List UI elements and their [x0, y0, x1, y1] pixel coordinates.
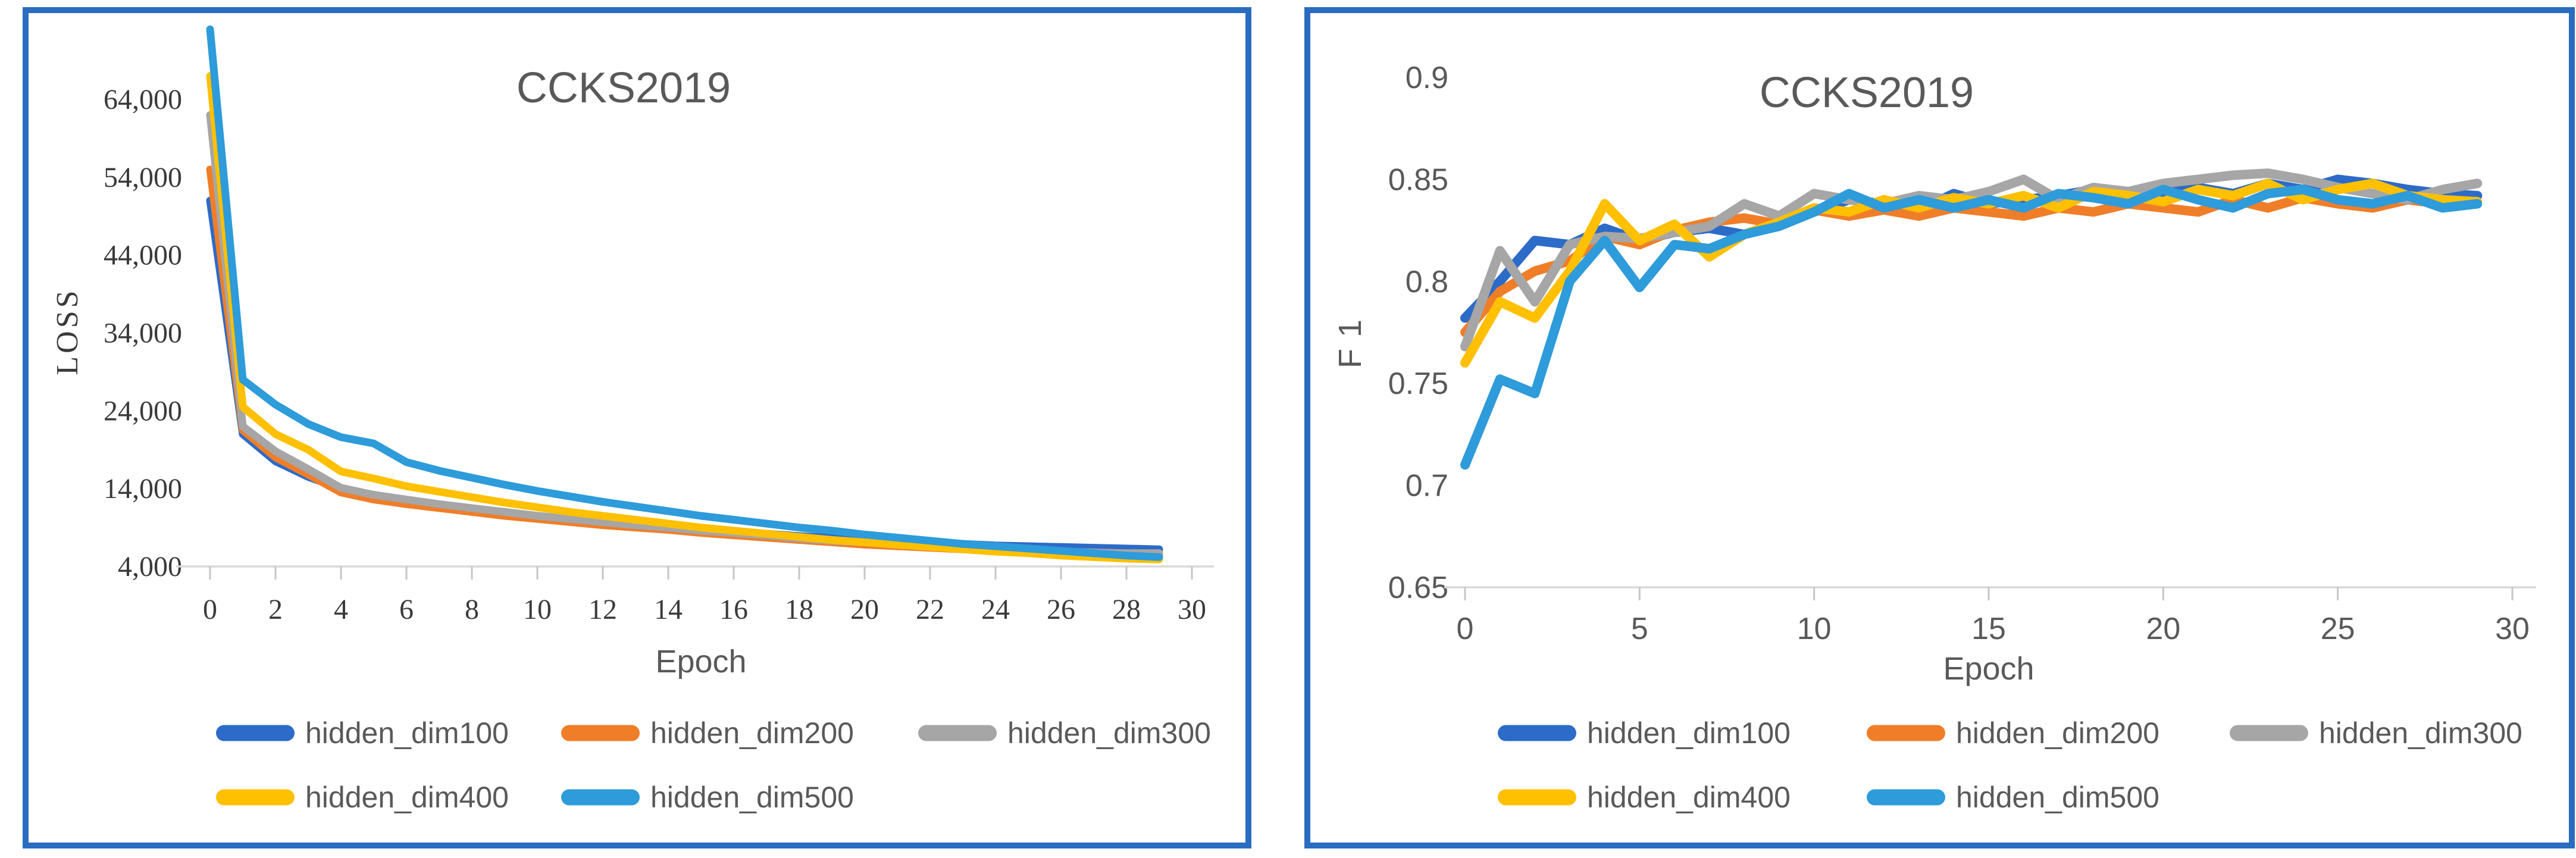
legend-swatch-hidden_dim200	[561, 725, 640, 741]
legend-item: hidden_dim500	[561, 781, 854, 814]
legend-item: hidden_dim400	[1498, 781, 1791, 814]
chart-title: CCKS2019	[1760, 69, 1974, 117]
x-axis-tick-label: 25	[2321, 612, 2355, 646]
legend-item: hidden_dim200	[1867, 716, 2159, 750]
x-axis-tick-label: 30	[1178, 594, 1206, 625]
legend-item: hidden_dim400	[216, 781, 509, 814]
legend-swatch-hidden_dim200	[1867, 725, 1945, 741]
legend-swatch-hidden_dim300	[2230, 725, 2308, 741]
y-axis-tick-label: 0.75	[1388, 367, 1448, 401]
legend-swatch-hidden_dim400	[1498, 789, 1576, 806]
x-axis-tick-label: 6	[399, 594, 414, 625]
legend-item: hidden_dim300	[2230, 716, 2522, 750]
x-axis-tick-label: 0	[1457, 612, 1474, 646]
legend-label: hidden_dim100	[305, 716, 509, 750]
x-axis-tick-label: 14	[654, 594, 683, 625]
legend-item: hidden_dim300	[918, 716, 1211, 750]
legend-label: hidden_dim100	[1587, 716, 1791, 750]
x-axis-tick-label: 18	[785, 594, 813, 625]
series-line-hidden_dim500	[206, 25, 1163, 561]
f1-chart-panel: CCKS2019 0.65 0.7 0.75 0.8 0.85 0.9 0 5 10 15 20 25 3…	[1304, 7, 2575, 848]
y-axis-tick-label: 0.8	[1406, 265, 1448, 299]
y-axis-tick-label: 54,000	[104, 162, 182, 193]
x-axis-tick-label: 0	[203, 594, 217, 625]
x-axis-tick-label: 5	[1631, 612, 1648, 646]
x-axis-tick-label: 8	[465, 594, 479, 625]
f1-chart: CCKS2019 0.65 0.7 0.75 0.8 0.85 0.9 0 5 10 15 20 25 3…	[1332, 61, 2536, 814]
legend-label: hidden_dim400	[1587, 781, 1791, 814]
x-axis-tick-label: 10	[523, 594, 552, 625]
y-axis-tick-label: 24,000	[104, 395, 182, 427]
y-axis-tick-label: 0.9	[1406, 61, 1448, 95]
legend-label: hidden_dim500	[650, 781, 854, 814]
legend-item: hidden_dim100	[216, 716, 509, 750]
x-axis-tick-label: 24	[981, 594, 1010, 625]
x-axis-tick-label: 12	[589, 594, 617, 625]
legend-swatch-hidden_dim500	[1867, 789, 1945, 806]
y-axis-tick-label: 0.7	[1406, 469, 1448, 503]
x-axis-tick-label: 4	[334, 594, 348, 625]
x-axis-tick-label: 2	[268, 594, 283, 625]
y-axis-tick-label: 0.85	[1388, 162, 1448, 197]
x-axis-tick-label: 22	[916, 594, 944, 625]
series-line-hidden_dim500	[1460, 184, 2483, 470]
legend-label: hidden_dim300	[1007, 716, 1211, 750]
x-axis-tick-label: 30	[2495, 612, 2530, 646]
legend-item: hidden_dim500	[1867, 781, 2159, 814]
legend-label: hidden_dim200	[650, 716, 854, 750]
x-axis-tick-label: 16	[719, 594, 748, 625]
legend-label: hidden_dim400	[305, 781, 509, 814]
y-axis-tick-label: 4,000	[118, 551, 182, 583]
x-axis-tick-label: 26	[1047, 594, 1075, 625]
loss-chart-panel: CCKS2019 4,000 14,000 24,000 34,000 44,000 54,…	[23, 7, 1251, 848]
legend-swatch-hidden_dim500	[561, 789, 640, 806]
loss-chart: CCKS2019 4,000 14,000 24,000 34,000 44,000 54,…	[51, 25, 1214, 814]
legend-swatch-hidden_dim100	[216, 725, 295, 741]
legend-label: hidden_dim500	[1956, 781, 2159, 814]
y-axis-tick-label: 64,000	[104, 84, 182, 115]
legend-label: hidden_dim200	[1956, 716, 2159, 750]
legend-label: hidden_dim300	[2319, 716, 2522, 750]
y-axis-tick-label: 44,000	[104, 240, 182, 271]
legend-swatch-hidden_dim100	[1498, 725, 1576, 741]
x-axis-tick-label: 15	[1971, 612, 2006, 646]
legend-item: hidden_dim200	[561, 716, 854, 750]
series-line-hidden_dim400	[206, 72, 1163, 563]
legend-swatch-hidden_dim400	[216, 789, 295, 806]
y-axis-title: LOSS	[51, 287, 84, 375]
x-axis-tick-label: 20	[850, 594, 879, 625]
y-axis-tick-label: 0.65	[1388, 571, 1448, 605]
x-axis-tick-label: 10	[1797, 612, 1832, 646]
chart-title: CCKS2019	[517, 64, 731, 112]
y-axis-title: F 1	[1332, 318, 1368, 368]
x-axis-title: Epoch	[655, 644, 746, 679]
x-axis-title: Epoch	[1943, 651, 2034, 687]
series-line-hidden_dim300	[206, 111, 1163, 558]
x-axis-tick-label: 28	[1112, 594, 1141, 625]
series-line-hidden_dim200	[206, 165, 1163, 558]
legend-item: hidden_dim100	[1498, 716, 1791, 750]
y-axis-tick-label: 34,000	[104, 318, 182, 349]
x-axis-tick-label: 20	[2146, 612, 2180, 646]
y-axis-tick-label: 14,000	[104, 473, 182, 505]
legend-swatch-hidden_dim300	[918, 725, 997, 741]
